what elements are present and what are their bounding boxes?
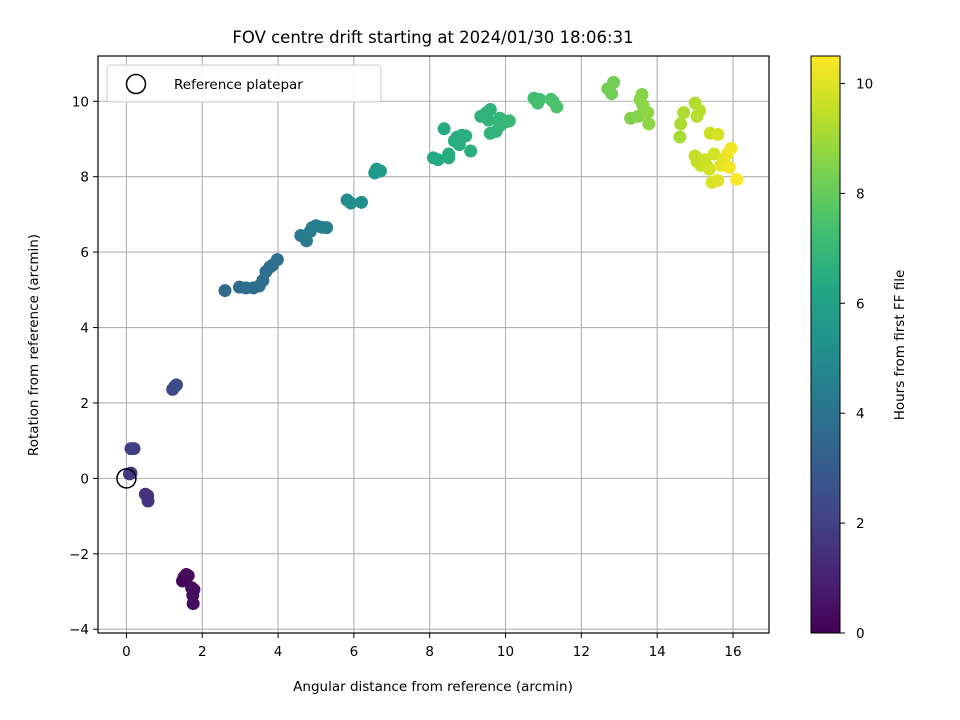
y-tick-label: 0 bbox=[80, 471, 89, 487]
y-tick-label: 6 bbox=[80, 245, 89, 261]
colorbar-tick-label: 10 bbox=[856, 76, 873, 92]
x-tick-label: 0 bbox=[122, 644, 131, 660]
colorbar-tick-label: 8 bbox=[856, 186, 865, 202]
data-point bbox=[730, 172, 744, 186]
data-point bbox=[187, 583, 201, 597]
data-point bbox=[186, 597, 200, 611]
y-tick-label: −4 bbox=[69, 622, 89, 638]
data-point bbox=[722, 160, 736, 174]
x-tick-label: 14 bbox=[649, 644, 666, 660]
colorbar-tick-label: 2 bbox=[856, 516, 865, 532]
x-axis-ticks: 0 2 4 6 8 10 12 14 16 bbox=[122, 633, 742, 660]
y-tick-label: −2 bbox=[69, 547, 89, 563]
legend: Reference platepar bbox=[106, 64, 382, 103]
data-point bbox=[693, 104, 707, 118]
y-axis-label: Rotation from reference (arcmin) bbox=[26, 234, 42, 456]
x-tick-label: 6 bbox=[350, 644, 359, 660]
data-point bbox=[127, 442, 141, 456]
x-tick-label: 10 bbox=[497, 644, 514, 660]
data-point bbox=[218, 284, 232, 298]
colorbar-frame bbox=[810, 55, 841, 634]
data-point bbox=[124, 466, 138, 480]
data-point bbox=[502, 114, 516, 128]
data-point bbox=[677, 106, 691, 120]
legend-box bbox=[106, 64, 382, 103]
data-point bbox=[344, 196, 358, 210]
data-point bbox=[452, 138, 466, 152]
data-point bbox=[354, 195, 368, 209]
x-tick-label: 4 bbox=[274, 644, 283, 660]
data-point bbox=[483, 103, 497, 117]
data-point bbox=[270, 253, 284, 267]
x-tick-label: 8 bbox=[425, 644, 434, 660]
grid-lines bbox=[98, 56, 769, 633]
data-point bbox=[141, 494, 155, 508]
data-point bbox=[711, 173, 725, 187]
data-point bbox=[641, 106, 655, 120]
reference-point bbox=[116, 468, 137, 489]
y-tick-label: 2 bbox=[80, 396, 89, 412]
colorbar-tick-label: 0 bbox=[856, 626, 865, 642]
y-tick-label: 10 bbox=[72, 94, 89, 110]
data-point bbox=[181, 569, 195, 583]
colorbar-tick-label: 6 bbox=[856, 296, 865, 312]
x-tick-label: 2 bbox=[198, 644, 207, 660]
data-point bbox=[605, 87, 619, 101]
data-point bbox=[320, 221, 334, 235]
data-point bbox=[464, 144, 478, 158]
data-point bbox=[481, 113, 495, 127]
colorbar-label: Hours from first FF file bbox=[892, 270, 908, 421]
data-point bbox=[724, 141, 738, 155]
data-point bbox=[702, 162, 716, 176]
x-axis-label: Angular distance from reference (arcmin) bbox=[293, 679, 573, 695]
data-point bbox=[635, 87, 649, 101]
data-point bbox=[674, 117, 688, 131]
data-point bbox=[607, 75, 621, 89]
data-point bbox=[550, 100, 564, 114]
data-point bbox=[442, 147, 456, 161]
colorbar bbox=[811, 56, 840, 633]
colorbar-ticks: 0 2 4 6 8 10 bbox=[840, 76, 873, 642]
data-point bbox=[707, 147, 721, 161]
x-tick-label: 16 bbox=[724, 644, 741, 660]
y-tick-label: 4 bbox=[80, 321, 89, 337]
data-point bbox=[431, 153, 445, 167]
data-point bbox=[533, 92, 547, 106]
data-point bbox=[437, 122, 451, 136]
y-tick-label: 8 bbox=[80, 170, 89, 186]
legend-marker-icon bbox=[125, 73, 147, 95]
data-point bbox=[673, 130, 687, 144]
data-point bbox=[642, 117, 656, 131]
legend-entry-reference: Reference platepar bbox=[174, 77, 303, 93]
plot-frame bbox=[97, 55, 770, 634]
data-point bbox=[373, 164, 387, 178]
reference-marker bbox=[116, 468, 137, 489]
scatter-points bbox=[122, 75, 744, 611]
x-tick-label: 12 bbox=[573, 644, 590, 660]
y-axis-ticks: −4 −2 0 2 4 6 8 10 bbox=[69, 94, 98, 638]
data-point bbox=[169, 378, 183, 392]
data-point bbox=[711, 127, 725, 141]
chart-title: FOV centre drift starting at 2024/01/30 … bbox=[232, 28, 633, 47]
colorbar-tick-label: 4 bbox=[856, 406, 865, 422]
